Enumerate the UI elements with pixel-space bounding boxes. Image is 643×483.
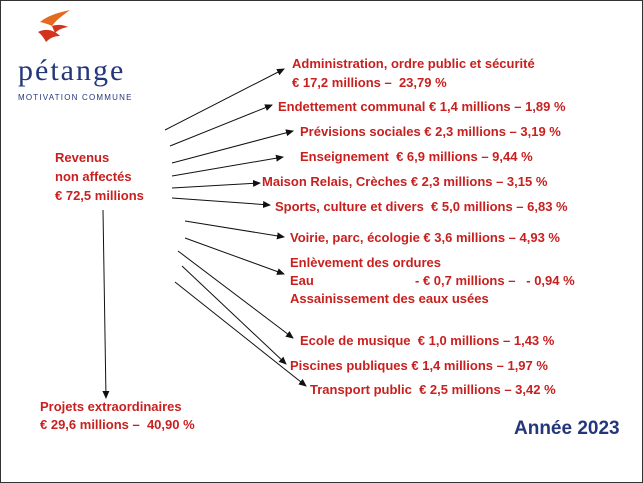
arrow <box>169 104 273 147</box>
item-line: Transport public € 2,5 millions – 3,42 % <box>310 382 556 397</box>
item-line: Eau <box>290 273 314 288</box>
arrow <box>171 154 284 177</box>
arrows <box>102 68 307 399</box>
item-line: € 17,2 millions – 23,79 % <box>292 75 447 90</box>
item-line: Ecole de musique € 1,0 millions – 1,43 % <box>300 333 555 348</box>
arrow <box>171 179 261 189</box>
projects-line: Projets extraordinaires <box>40 399 182 414</box>
logo-tagline: MOTIVATION COMMUNE <box>18 93 133 102</box>
item-line: Maison Relais, Crèches € 2,3 millions – … <box>262 174 548 189</box>
arrow <box>174 281 307 387</box>
logo-name: pétange <box>18 54 125 87</box>
item-line: Sports, culture et divers € 5,0 millions… <box>275 199 568 214</box>
item-line: Enlèvement des ordures <box>290 255 441 270</box>
item-line: Assainissement des eaux usées <box>290 291 489 306</box>
arrow <box>181 265 287 365</box>
source-line: € 72,5 millions <box>55 188 144 203</box>
arrow <box>184 220 285 240</box>
item-line: - € 0,7 millions – - 0,94 % <box>415 273 575 288</box>
arrow <box>102 209 110 399</box>
arrow <box>171 129 294 164</box>
projects-line: € 29,6 millions – 40,90 % <box>40 417 195 432</box>
arrow <box>171 197 271 208</box>
arrow <box>164 68 285 131</box>
item-line: Voirie, parc, écologie € 3,6 millions – … <box>290 230 560 245</box>
item-line: Enseignement € 6,9 millions – 9,44 % <box>300 149 533 164</box>
item-line: Prévisions sociales € 2,3 millions – 3,1… <box>300 124 561 139</box>
arrow <box>177 250 294 339</box>
arrow <box>184 237 285 275</box>
year: Année 2023 <box>514 418 620 439</box>
item-line: Piscines publiques € 1,4 millions – 1,97… <box>290 358 548 373</box>
item-line: Administration, ordre public et sécurité <box>292 56 535 71</box>
source-line: non affectés <box>55 169 132 184</box>
logo-birds <box>38 10 70 42</box>
item-line: Endettement communal € 1,4 millions – 1,… <box>278 99 566 114</box>
source-line: Revenus <box>55 150 109 165</box>
